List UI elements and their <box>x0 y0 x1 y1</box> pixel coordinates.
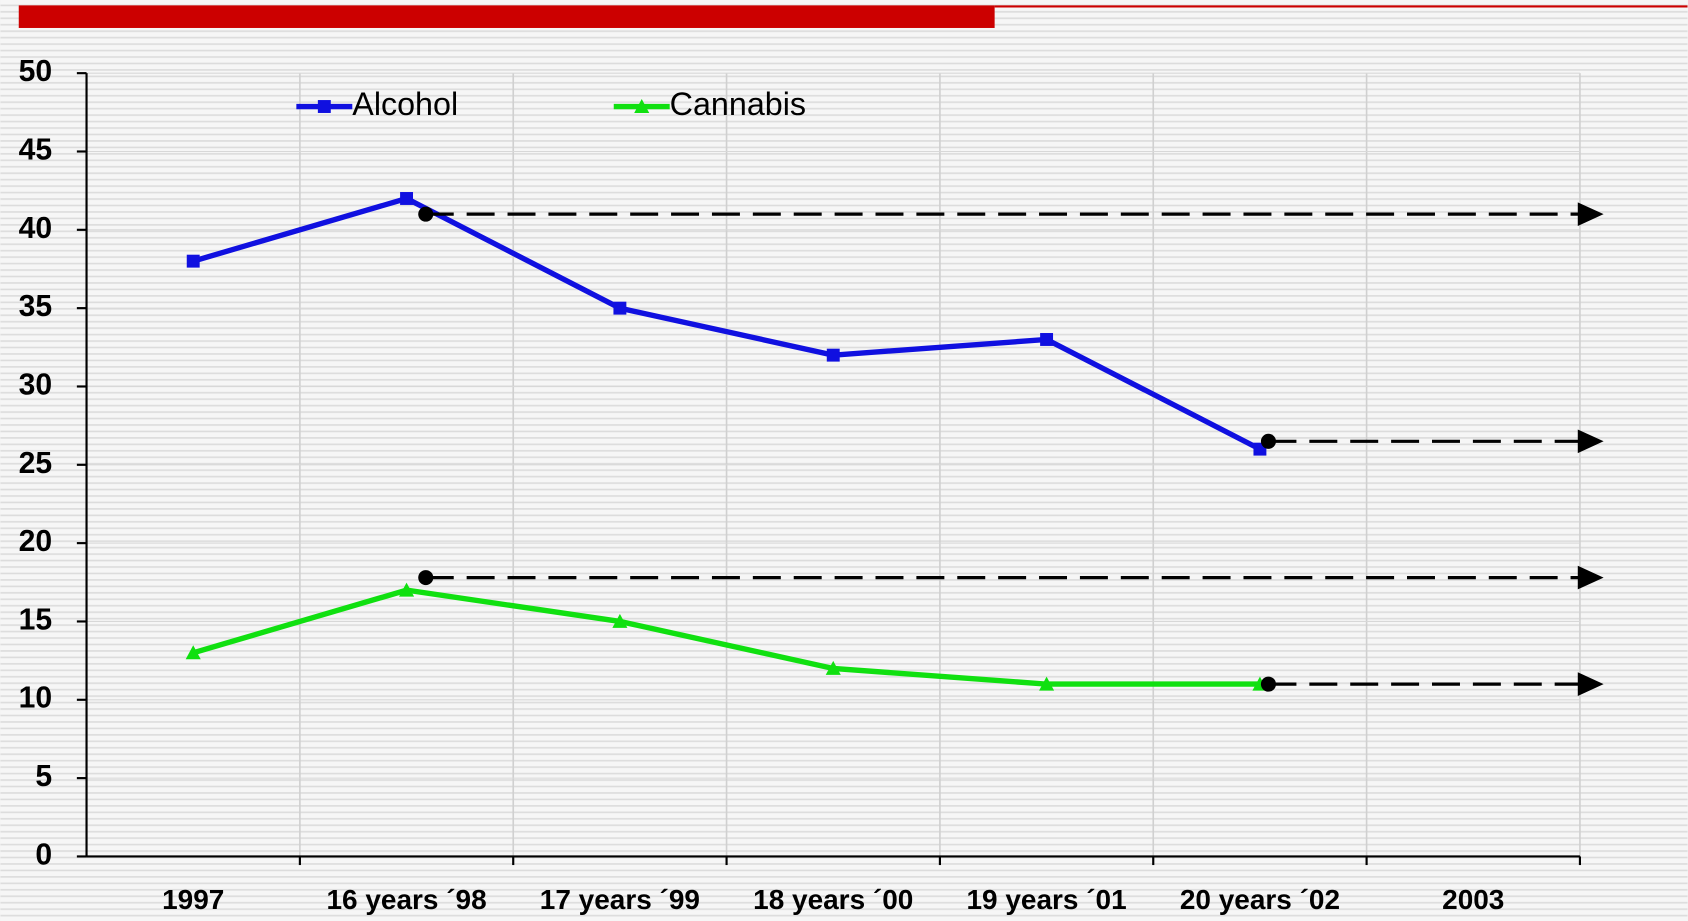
marker <box>317 100 331 113</box>
series-line <box>192 195 1262 452</box>
y-tick-label: 15 <box>19 603 53 636</box>
x-tick-label: 16 years ´98 <box>326 884 486 915</box>
reference-arrow <box>1577 565 1604 590</box>
reference-dot <box>1260 433 1276 449</box>
y-tick-label: 10 <box>19 682 53 715</box>
y-tick-label: 30 <box>19 368 53 401</box>
series-line <box>192 587 1260 687</box>
x-tick-label: 20 years ´02 <box>1180 884 1340 915</box>
legend-label: Cannabis <box>670 86 806 122</box>
x-tick-label: 18 years ´00 <box>753 884 913 915</box>
marker <box>400 192 414 205</box>
marker <box>186 254 200 268</box>
y-tick-label: 35 <box>19 290 53 323</box>
header-bar <box>18 5 995 28</box>
y-tick-label: 20 <box>19 525 53 558</box>
marker <box>185 645 201 660</box>
reference-dot <box>1260 676 1276 692</box>
marker <box>399 582 415 597</box>
marker <box>825 660 841 675</box>
reference-arrow <box>1577 202 1604 226</box>
x-tick-label: 2003 <box>1442 884 1504 915</box>
y-tick-label: 45 <box>19 133 53 166</box>
marker <box>1039 676 1055 691</box>
marker <box>613 301 627 315</box>
marker <box>1040 333 1054 346</box>
marker <box>634 98 650 113</box>
y-tick-label: 50 <box>19 55 53 88</box>
marker <box>826 348 840 362</box>
reference-arrow <box>1577 672 1604 696</box>
y-tick-label: 0 <box>35 838 52 871</box>
y-tick-label: 40 <box>19 212 53 245</box>
legend-label: Alcohol <box>352 86 458 122</box>
reference-dot <box>418 570 434 586</box>
reference-dot <box>418 206 434 222</box>
y-tick-label: 25 <box>19 447 53 480</box>
x-tick-label: 1997 <box>162 884 224 915</box>
marker <box>612 613 628 628</box>
reference-arrow <box>1577 429 1604 454</box>
x-tick-label: 17 years ´99 <box>540 884 700 915</box>
x-tick-label: 19 years ´01 <box>966 884 1126 915</box>
y-tick-label: 5 <box>35 760 52 793</box>
